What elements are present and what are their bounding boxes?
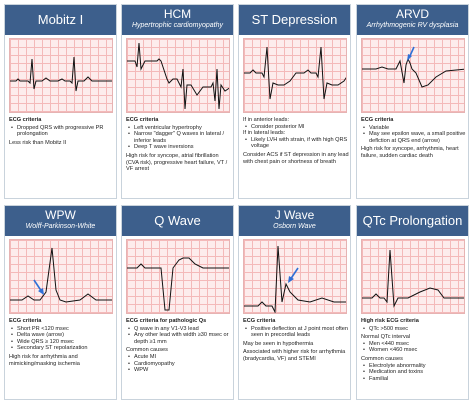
card-title: ST Depression: [251, 12, 338, 27]
ecg-trace: [10, 56, 112, 92]
ecg-strip: [126, 38, 230, 113]
ecg-strip: [9, 239, 113, 314]
note: Consider ACS if ST depression in any lea…: [243, 151, 349, 165]
card-q-wave: Q Wave ECG criteria for pathologic Qs Q …: [121, 205, 234, 400]
note: Associated with higher risk for arrhythm…: [243, 349, 346, 362]
card-header: HCM Hypertrophic cardiomyopathy: [122, 5, 233, 35]
card-header: J Wave Osborn Wave: [239, 206, 350, 236]
criteria-label: ECG criteria: [9, 318, 42, 324]
note: Less risk than Mobitz II: [9, 139, 67, 146]
causes-label: Common causes: [361, 355, 403, 362]
ecg-strip: [243, 38, 347, 113]
bullet: Cardiomyopathy: [128, 361, 232, 368]
ecg-trace: [244, 245, 346, 313]
bullet: WPW: [128, 367, 232, 374]
bullet: Left ventricular hypertrophy: [128, 125, 232, 132]
bullet: Variable: [363, 125, 467, 132]
card-text: ECG criteria Variable May see epsilon wa…: [361, 117, 467, 160]
card-arvd: ARVD Arrhythmogenic RV dysplasia ECG crit…: [356, 4, 469, 199]
card-title: HCM: [163, 7, 192, 21]
card-subtitle: Arrhythmogenic RV dysplasia: [366, 22, 459, 29]
bullet: Acute MI: [128, 354, 232, 361]
bullet: Medication and toxins: [363, 369, 467, 376]
bullet: Men <440 msec: [363, 341, 467, 348]
ecg-trace: [127, 42, 229, 110]
bullet: Women <460 msec: [363, 347, 467, 354]
card-hcm: HCM Hypertrophic cardiomyopathy ECG crite…: [121, 4, 234, 199]
bullet: Consider posterior MI: [245, 124, 349, 131]
criteria-label: ECG criteria: [126, 117, 159, 123]
card-title: Mobitz I: [37, 12, 84, 27]
bullet: Secondary ST repolarization: [11, 345, 115, 352]
bullet: Q wave in any V1-V3 lead: [128, 326, 232, 333]
ecg-strip: [243, 239, 347, 314]
card-subtitle: Wolff-Parkinson-White: [25, 223, 96, 230]
bullet: Short PR <120 msec: [11, 326, 115, 333]
bullet: Dropped QRS with progressive PR prolonga…: [11, 125, 115, 138]
ecg-trace: [127, 257, 229, 311]
ecg-trace: [10, 247, 112, 303]
note: May be seen in hypothermia: [243, 340, 314, 347]
card-title: QTc Prolongation: [362, 213, 463, 228]
bullet: Narrow "dagger" Q waves in lateral / inf…: [128, 131, 232, 144]
card-subtitle: Hypertrophic cardiomyopathy: [131, 22, 224, 29]
card-header: WPW Wolff-Parkinson-White: [5, 206, 116, 236]
ecg-trace: [244, 46, 346, 100]
bullet: Deep T wave inversions: [128, 144, 232, 151]
card-header: ARVD Arrhythmogenic RV dysplasia: [357, 5, 468, 35]
card-qtc-prolongation: QTc Prolongation High risk ECG criteria …: [356, 205, 469, 400]
causes-label: Common causes: [126, 347, 168, 354]
criteria-label: High risk ECG criteria: [361, 318, 419, 324]
ecg-trace: [362, 249, 464, 308]
card-text: ECG criteria for pathologic Qs Q wave in…: [126, 318, 232, 374]
card-text: ECG criteria Positive deflection at J po…: [243, 318, 349, 363]
ecg-trace: [362, 46, 464, 88]
card-mobitz-i: Mobitz I ECG criteria Dropped QRS with p…: [4, 4, 117, 199]
bullet: Wide QRS ≥ 120 msec: [11, 339, 115, 346]
card-text: ECG criteria Short PR <120 msec Delta wa…: [9, 318, 115, 367]
card-header: QTc Prolongation: [357, 206, 468, 236]
card-text: ECG criteria Dropped QRS with progressiv…: [9, 117, 115, 146]
ecg-strip: [9, 38, 113, 113]
bullet: Familial: [363, 376, 467, 383]
card-st-depression: ST Depression If in anterior leads: Cons…: [238, 4, 351, 199]
criteria-label: ECG criteria for pathologic Qs: [126, 318, 207, 324]
criteria-label: ECG criteria: [361, 117, 394, 123]
bullet: Any other lead with width ≥30 msec or de…: [128, 332, 232, 345]
card-header: Q Wave: [122, 206, 233, 236]
note: High risk for syncope, atrial fibrillati…: [126, 152, 228, 173]
ecg-strip: [361, 239, 465, 314]
note: High risk for arrhythmia and mimicking/m…: [9, 353, 80, 367]
normal-label: Normal QTc interval: [361, 334, 411, 341]
card-header: Mobitz I: [5, 5, 116, 35]
intro-anterior: If in anterior leads:: [243, 117, 290, 123]
card-title: ARVD: [395, 7, 430, 21]
bullet: QTc >500 msec: [363, 326, 467, 333]
bullet: Likely LVH with strain, if with high QRS…: [245, 137, 349, 150]
ecg-strip: [361, 38, 465, 113]
criteria-label: ECG criteria: [9, 117, 42, 123]
card-text: If in anterior leads: Consider posterior…: [243, 117, 349, 165]
intro-lateral: If in lateral leads:: [243, 130, 286, 137]
ecg-strip: [126, 239, 230, 314]
card-header: ST Depression: [239, 5, 350, 35]
card-text: High risk ECG criteria QTc >500 msec Nor…: [361, 318, 467, 382]
criteria-label: ECG criteria: [243, 318, 276, 324]
note: High risk for syncope, arrhythmia, heart…: [361, 146, 459, 159]
card-title: J Wave: [274, 208, 315, 222]
bullet: Positive deflection at J point most ofte…: [245, 326, 349, 339]
bullet: Delta wave (arrow): [11, 332, 115, 339]
bullet: May see epsilon wave, a small positive d…: [363, 131, 467, 144]
bullet: Electrolyte abnormality: [363, 363, 467, 370]
card-title: Q Wave: [154, 213, 201, 228]
card-subtitle: Osborn Wave: [273, 223, 316, 230]
card-text: ECG criteria Left ventricular hypertroph…: [126, 117, 232, 173]
card-title: WPW: [45, 208, 76, 222]
